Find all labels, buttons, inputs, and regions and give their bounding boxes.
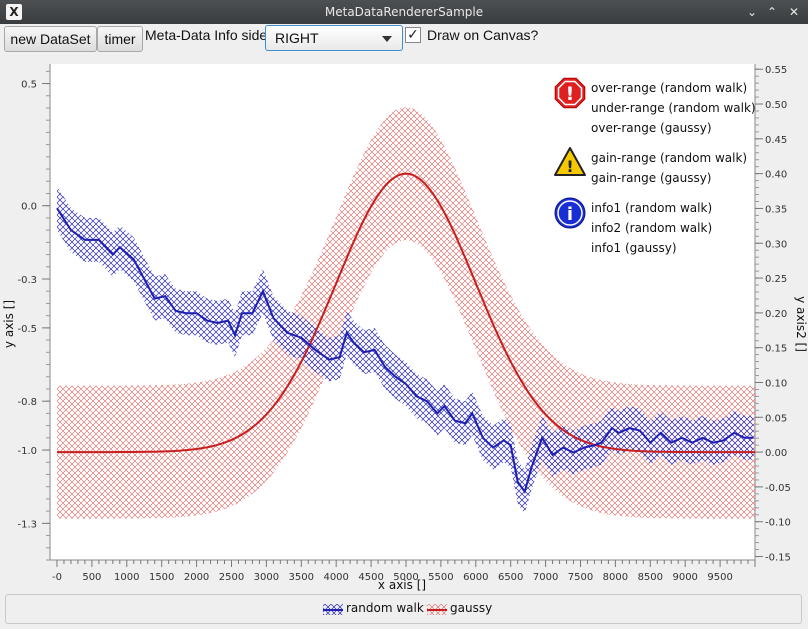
x-tick-label: -0: [52, 572, 62, 583]
chevron-down-icon: [382, 36, 392, 42]
warning-exclamation-glyph: !: [566, 157, 573, 176]
x-tick-label: 2000: [184, 572, 209, 583]
x-tick-label: 7500: [568, 572, 593, 583]
gaussy-series-line: [57, 172, 755, 454]
x-tick-label: 8500: [638, 572, 663, 583]
y2-tick-label: 0.05: [765, 413, 787, 424]
y2-tick-label: 0.35: [765, 204, 787, 215]
meta-data-message: info2 (random walk): [591, 221, 712, 235]
window-titlebar: X MetaDataRendererSample ⌄ ⌃ ✕: [0, 0, 808, 24]
timer-button[interactable]: timer: [97, 26, 143, 52]
random-walk-series-line: [56, 207, 754, 494]
x-tick-label: 7000: [533, 572, 558, 583]
y-tick-label: -1.0: [17, 446, 37, 457]
warning-triangle-icon: [554, 147, 586, 176]
x-tick-label: 3000: [254, 572, 279, 583]
legend-swatch-gaussy: [427, 604, 447, 615]
x-tick-label: 9000: [672, 572, 697, 583]
chart-legend: random walk gaussy: [5, 594, 802, 624]
x-tick-label: 2500: [219, 572, 244, 583]
close-icon[interactable]: ✕: [788, 5, 800, 19]
y2-tick-label: 0.00: [765, 448, 787, 459]
y2-tick-label: 0.45: [765, 135, 787, 146]
x-tick-label: 1500: [149, 572, 174, 583]
y2-tick-label: 0.50: [765, 100, 787, 111]
minimize-icon[interactable]: ⌄: [746, 5, 758, 19]
y-tick-label: -0.3: [17, 275, 37, 286]
error-octagon-icon: [554, 77, 586, 109]
y2-tick-label: 0.30: [765, 239, 787, 250]
y-tick-label: -1.3: [17, 519, 37, 530]
y2-tick-label: -0.15: [765, 553, 791, 564]
y-tick-label: -0.8: [17, 397, 37, 408]
x-tick-label: 3500: [289, 572, 314, 583]
new-dataset-button[interactable]: new DataSet: [4, 26, 97, 52]
chart-svg[interactable]: -0 500 1000 1500 2000 2500 3000 3500 4000 4500 500…: [0, 56, 808, 592]
draw-on-canvas-checkbox[interactable]: ✓: [405, 27, 421, 43]
meta-data-message: under-range (random walk): [591, 101, 756, 115]
y2-tick-label: 0.25: [765, 274, 787, 285]
y-tick-label: 0.0: [21, 202, 37, 213]
y2-tick-label: 0.55: [765, 65, 787, 76]
x-tick-label: 5000: [393, 572, 418, 583]
y2-axis-label: y axis2 []: [794, 296, 808, 352]
y2-tick-label: 0.10: [765, 378, 787, 389]
x-tick-label: 5500: [428, 572, 453, 583]
toolbar: new DataSet timer Meta-Data Info side: R…: [0, 24, 808, 54]
y2-tick-label: 0.40: [765, 170, 787, 181]
meta-data-message: over-range (random walk): [591, 81, 747, 95]
meta-data-message: over-range (gaussy): [591, 121, 712, 135]
draw-on-canvas-label: Draw on Canvas?: [427, 27, 539, 43]
window-title: MetaDataRendererSample: [324, 5, 484, 19]
y-tick-label: -0.5: [17, 324, 37, 335]
y2-tick-label: 0.15: [765, 344, 787, 355]
error-octagon-inner-ring: [557, 80, 583, 106]
legend-item-gaussy: gaussy: [450, 601, 493, 615]
meta-data-message: gain-range (gaussy): [591, 171, 712, 185]
y-tick-label: 0.5: [21, 80, 37, 91]
meta-data-message: info1 (random walk): [591, 201, 712, 215]
info-glyph: i: [567, 204, 573, 225]
meta-data-message: info1 (gaussy): [591, 241, 677, 255]
error-exclamation-glyph: !: [566, 83, 575, 105]
meta-data-message: gain-range (random walk): [591, 151, 747, 165]
x-tick-label: 6500: [498, 572, 523, 583]
metadata-side-value: RIGHT: [275, 30, 319, 46]
x-tick-label: 500: [82, 572, 101, 583]
app-icon: X: [6, 4, 22, 20]
legend-swatch-random-walk: [323, 604, 343, 615]
x-tick-label: 8000: [603, 572, 628, 583]
y2-tick-label: -0.05: [765, 483, 791, 494]
x-tick-label: 1000: [114, 572, 139, 583]
x-tick-label: 4500: [358, 572, 383, 583]
random-walk-error-band: [57, 186, 754, 514]
metadata-side-label: Meta-Data Info side:: [145, 27, 272, 43]
y2-tick-label: 0.20: [765, 309, 787, 320]
maximize-icon[interactable]: ⌃: [766, 5, 778, 19]
metadata-side-select[interactable]: RIGHT: [265, 25, 403, 51]
x-tick-label: 4000: [323, 572, 348, 583]
info-circle-inner-ring: [557, 200, 583, 226]
x-axis-label: x axis []: [378, 578, 426, 591]
gaussy-error-band: [57, 107, 755, 519]
info-circle-icon: [554, 197, 586, 229]
x-tick-label: 6000: [463, 572, 488, 583]
x-tick-label: 9500: [707, 572, 732, 583]
y2-tick-label: -0.10: [765, 518, 791, 529]
y-axis-label: y axis []: [2, 300, 16, 348]
legend-item-random-walk: random walk: [346, 601, 424, 615]
chart-area[interactable]: -0 500 1000 1500 2000 2500 3000 3500 4000 4500 500…: [0, 56, 808, 592]
